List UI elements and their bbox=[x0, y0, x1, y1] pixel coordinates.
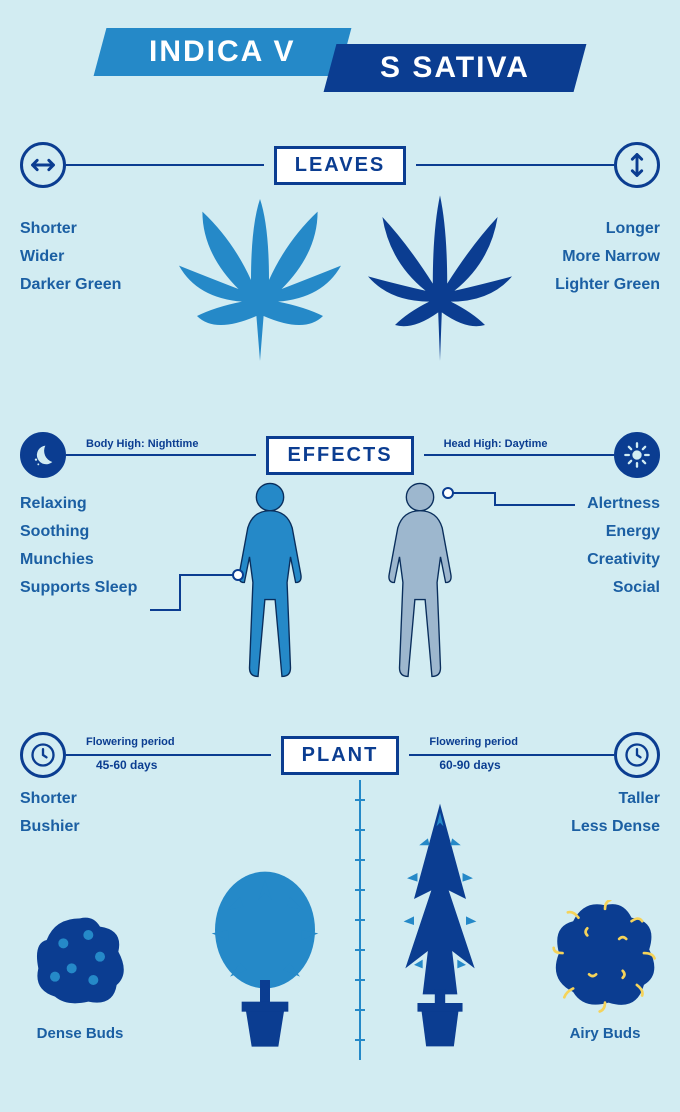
trait: Longer bbox=[555, 220, 660, 238]
effects-divider: Body High: Nighttime EFFECTS Head High: … bbox=[20, 430, 660, 480]
header-indica: INDICA V bbox=[94, 28, 352, 76]
trait: Taller bbox=[571, 790, 660, 808]
trait: Wider bbox=[20, 248, 121, 266]
header: INDICA V S SATIVA bbox=[0, 0, 680, 90]
sativa-leaf-traits: Longer More Narrow Lighter Green bbox=[555, 220, 660, 294]
indica-leaf-traits: Shorter Wider Darker Green bbox=[20, 220, 121, 294]
plant-content: Shorter Bushier Taller Less Dense bbox=[20, 780, 660, 1080]
section-plant: Flowering period 45-60 days PLANT Flower… bbox=[20, 730, 660, 1080]
trait: Shorter bbox=[20, 220, 121, 238]
section-effects: Body High: Nighttime EFFECTS Head High: … bbox=[20, 430, 660, 720]
flowering-label: Flowering period bbox=[86, 736, 175, 748]
sun-icon bbox=[614, 432, 660, 478]
dense-bud-icon bbox=[30, 910, 130, 1010]
plant-divider: Flowering period 45-60 days PLANT Flower… bbox=[20, 730, 660, 780]
divider-line: Body High: Nighttime bbox=[66, 454, 256, 456]
divider-line: Flowering period 45-60 days bbox=[66, 754, 271, 756]
sativa-plant-icon bbox=[375, 795, 505, 1055]
connectors bbox=[20, 480, 660, 700]
divider-line bbox=[416, 164, 614, 166]
airy-bud-icon bbox=[550, 900, 660, 1015]
indica-leaf-icon bbox=[170, 190, 350, 370]
divider-line: Head High: Daytime bbox=[424, 454, 614, 456]
section-leaves: LEAVES Shorter Wider Darker Green Longer… bbox=[20, 140, 660, 400]
header-sativa-text: S SATIVA bbox=[380, 51, 530, 85]
trait: More Narrow bbox=[555, 248, 660, 266]
leaves-title: LEAVES bbox=[274, 146, 407, 185]
airy-buds-label: Airy Buds bbox=[550, 1025, 660, 1042]
flowering-days: 60-90 days bbox=[439, 758, 500, 772]
dense-buds-label: Dense Buds bbox=[20, 1025, 140, 1042]
clock-icon bbox=[20, 732, 66, 778]
ruler-icon bbox=[355, 780, 365, 1060]
header-indica-text: INDICA V bbox=[149, 35, 296, 69]
divider-line bbox=[66, 164, 264, 166]
sativa-leaf-icon bbox=[350, 190, 530, 370]
moon-icon bbox=[20, 432, 66, 478]
trait: Bushier bbox=[20, 818, 80, 836]
effects-right-sub: Head High: Daytime bbox=[444, 438, 548, 450]
trait: Less Dense bbox=[571, 818, 660, 836]
leaves-divider: LEAVES bbox=[20, 140, 660, 190]
arrow-horizontal-icon bbox=[20, 142, 66, 188]
arrow-vertical-icon bbox=[614, 142, 660, 188]
leaves-content: Shorter Wider Darker Green Longer More N… bbox=[20, 190, 660, 400]
clock-icon bbox=[614, 732, 660, 778]
indica-plant-icon bbox=[195, 855, 335, 1055]
divider-line: Flowering period 60-90 days bbox=[409, 754, 614, 756]
effects-left-sub: Body High: Nighttime bbox=[86, 438, 198, 450]
trait: Darker Green bbox=[20, 276, 121, 294]
trait: Shorter bbox=[20, 790, 80, 808]
flowering-days: 45-60 days bbox=[96, 758, 157, 772]
header-sativa: S SATIVA bbox=[324, 44, 587, 92]
flowering-label: Flowering period bbox=[429, 736, 518, 748]
trait: Lighter Green bbox=[555, 276, 660, 294]
sativa-plant-traits: Taller Less Dense bbox=[571, 790, 660, 836]
effects-title: EFFECTS bbox=[266, 436, 413, 475]
plant-title: PLANT bbox=[281, 736, 400, 775]
effects-content: Relaxing Soothing Munchies Supports Slee… bbox=[20, 480, 660, 720]
indica-plant-traits: Shorter Bushier bbox=[20, 790, 80, 836]
